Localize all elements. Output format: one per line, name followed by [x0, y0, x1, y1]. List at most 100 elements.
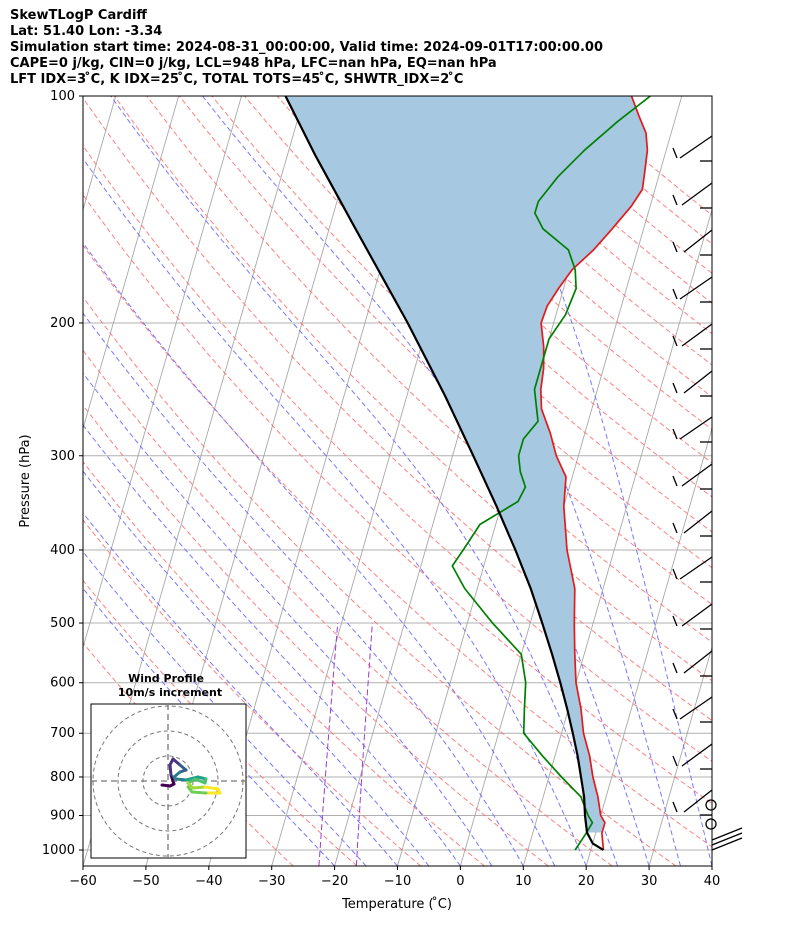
- barb-flag: [672, 241, 678, 253]
- hodograph: [90, 703, 247, 859]
- mixing-ratio-line: [355, 622, 373, 866]
- hodograph-subtitle: 10m/s increment: [118, 686, 222, 699]
- dry-adiabat: [113, 96, 712, 682]
- isotherm-line: [83, 96, 242, 649]
- dry-adiabat: [83, 404, 549, 866]
- y-tick-label: 700: [50, 726, 75, 741]
- dewpoint-profile-line: [451, 96, 651, 851]
- barb-staff: [679, 416, 713, 440]
- dry-adiabat: [83, 97, 712, 722]
- time-line: Simulation start time: 2024-08-31_00:00:…: [10, 40, 603, 55]
- x-tick-label: −50: [132, 874, 159, 889]
- moist-adiabat: [110, 96, 619, 866]
- wind-barb: [672, 743, 713, 770]
- moist-adiabat: [83, 157, 587, 866]
- moist-adiabat: [83, 551, 367, 866]
- hodograph-trace-segment: [186, 785, 194, 794]
- mixing-ratio-line: [318, 622, 339, 866]
- chart-header: SkewTLogP Cardiff Lat: 51.40 Lon: -3.34 …: [10, 8, 603, 88]
- isotherm-line: [585, 426, 712, 866]
- barb-staff: [683, 370, 713, 394]
- dry-adiabat: [83, 244, 712, 848]
- barb-staff: [679, 276, 713, 300]
- barb-staff: [681, 323, 713, 347]
- wind-barb-low: [711, 832, 743, 846]
- hodograph-clip-group: [91, 704, 246, 858]
- x-tick-label: 30: [641, 874, 658, 889]
- moist-adiabat: [83, 470, 430, 866]
- location-line: Lat: 51.40 Lon: -3.34: [10, 24, 163, 39]
- moist-adiabat: [83, 312, 524, 866]
- isotherm-line: [83, 96, 180, 431]
- isotherm-line: [648, 645, 712, 866]
- wind-barb: [672, 370, 713, 397]
- barb-staff: [679, 135, 713, 159]
- cape-line: CAPE=0 j/kg, CIN=0 j/kg, LCL=948 hPa, LF…: [10, 56, 497, 71]
- hodograph-trace-segment: [171, 757, 182, 767]
- hodograph-trace-segment: [184, 775, 200, 782]
- dry-adiabat: [83, 349, 613, 866]
- hodograph-trace-segment: [168, 763, 173, 777]
- chart-title: SkewTLogP Cardiff: [10, 8, 147, 23]
- x-tick-label: −10: [384, 874, 411, 889]
- barb-staff: [683, 789, 713, 813]
- wind-barb: [672, 323, 713, 350]
- barb-staff: [681, 182, 713, 206]
- moist-adiabat: [83, 242, 556, 866]
- moist-adiabat: [83, 512, 398, 866]
- barb-flag: [672, 475, 678, 487]
- y-tick-label: 800: [50, 770, 75, 785]
- moist-adiabat: [83, 372, 493, 866]
- wind-barb: [672, 510, 713, 537]
- y-tick-label: 200: [50, 316, 75, 331]
- barb-staff: [681, 603, 713, 627]
- hodograph-trace-segment: [193, 777, 207, 785]
- y-tick-label: 100: [50, 89, 75, 104]
- y-tick-label: 600: [50, 676, 75, 691]
- wind-barb: [672, 416, 713, 443]
- isotherm-line: [775, 96, 794, 866]
- y-tick-label: 1000: [42, 843, 75, 858]
- wind-barbs: [672, 135, 743, 851]
- dry-adiabat: [83, 296, 677, 866]
- hodograph-ring: [117, 730, 219, 832]
- hodograph-trace-segment: [174, 777, 188, 782]
- axes: −60 −50 −40 −30 −20 −10 0 10 20 30 40 1000 900 800 700…: [42, 89, 720, 889]
- barb-flag: [672, 335, 678, 347]
- isotherm-line: [459, 96, 683, 866]
- barb-staff: [681, 743, 713, 767]
- wind-barb: [672, 696, 713, 723]
- dry-adiabat: [179, 96, 712, 606]
- wind-barb-low: [711, 837, 743, 851]
- barb-flag: [672, 147, 678, 159]
- hodograph-trace-segment: [191, 785, 207, 790]
- wind-barb: [672, 556, 713, 583]
- calm-wind-circle: [705, 799, 717, 811]
- barb-staff: [683, 650, 713, 674]
- x-tick-label: 0: [456, 874, 464, 889]
- barb-staff: [683, 229, 713, 253]
- wind-barb-low: [711, 827, 743, 841]
- dry-adiabat: [211, 96, 712, 569]
- barb-flag: [672, 568, 678, 580]
- wind-barb: [672, 650, 713, 677]
- hodograph-title: Wind Profile: [128, 672, 204, 685]
- barb-staff: [679, 696, 713, 720]
- barb-staff: [683, 510, 713, 534]
- plot-clip-group: [83, 96, 794, 866]
- barb-staff: [679, 556, 713, 580]
- dry-adiabat: [83, 460, 485, 866]
- dry-adiabat: [83, 144, 712, 763]
- hodograph-trace-segment: [203, 785, 220, 791]
- parcel-profile-line: [284, 96, 604, 851]
- y-axis-label: Pressure (hPa): [18, 434, 33, 527]
- x-axis-label: Temperature ( ̊C): [341, 896, 452, 912]
- barb-flag: [672, 288, 678, 300]
- y-tick-label: 300: [50, 449, 75, 464]
- wind-barb: [672, 789, 713, 816]
- isotherm-line: [522, 208, 712, 866]
- wind-barb: [672, 603, 713, 630]
- wind-barb: [672, 229, 713, 256]
- barb-flag: [672, 194, 678, 206]
